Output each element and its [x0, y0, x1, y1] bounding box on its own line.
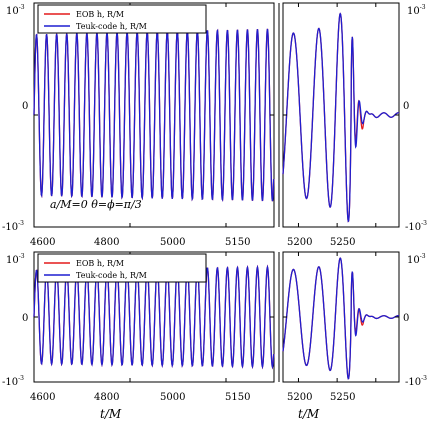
top-legend-box	[37, 4, 207, 34]
top-ytick-left-max: 10-3	[6, 4, 25, 17]
bottom-ytick-left-min: -10-3	[2, 375, 24, 388]
bottom-xlabel-left: t/M	[100, 407, 122, 421]
bottom-series-group	[33, 257, 400, 380]
bottom-ytick-right-max: 10-3	[407, 253, 426, 266]
top-xtick-4800: 4800	[94, 237, 119, 248]
top-series-group	[33, 12, 400, 223]
bottom-xtick-4600: 4600	[30, 392, 55, 403]
bottom-legend-label-eob: EOB h, R/M	[76, 259, 124, 268]
top-ytick-right-min: -10-3	[405, 220, 427, 233]
top-xtick-5200: 5200	[287, 237, 312, 248]
bottom-legend-box	[37, 253, 207, 283]
top-panel: EOB h, R/M Teuk-code h, R/M a/M=0 θ=ϕ=π/…	[2, 2, 427, 248]
top-legend-label-teuk: Teuk-code h, R/M	[76, 22, 147, 31]
top-annotation: a/M=0 θ=ϕ=π/3	[50, 198, 142, 211]
bottom-xtick-5200: 5200	[287, 392, 312, 403]
bottom-xtick-4800: 4800	[94, 392, 119, 403]
top-series-left-teuk	[33, 28, 275, 202]
top-xtick-5150: 5150	[225, 237, 250, 248]
top-legend-label-eob: EOB h, R/M	[76, 10, 124, 19]
bottom-legend-label-teuk: Teuk-code h, R/M	[76, 271, 147, 280]
top-xtick-4600: 4600	[30, 237, 55, 248]
bottom-panel: EOB h, R/M Teuk-code h, R/M 10-3 0 -10-3…	[2, 251, 427, 421]
top-series-right-teuk	[282, 12, 400, 223]
top-xtick-5250: 5250	[330, 237, 355, 248]
bottom-ticks-group	[33, 252, 399, 382]
bottom-xtick-5250: 5250	[330, 392, 355, 403]
bottom-xlabel-right: t/M	[298, 407, 320, 421]
bottom-ytick-right-min: -10-3	[405, 375, 427, 388]
top-legend: EOB h, R/M Teuk-code h, R/M	[37, 4, 207, 34]
top-ytick-left-zero: 0	[22, 101, 28, 112]
bottom-ytick-right-zero: 0	[403, 313, 409, 324]
top-ytick-left-min: -10-3	[2, 220, 24, 233]
top-ytick-right-zero: 0	[403, 101, 409, 112]
bottom-series-right-teuk	[282, 257, 400, 380]
top-xtick-5000: 5000	[160, 237, 185, 248]
bottom-ytick-left-zero: 0	[22, 313, 28, 324]
bottom-series-left-teuk	[33, 264, 275, 370]
bottom-ytick-left-max: 10-3	[6, 253, 25, 266]
bottom-xtick-5000: 5000	[160, 392, 185, 403]
top-ticks-group	[33, 3, 399, 227]
bottom-legend: EOB h, R/M Teuk-code h, R/M	[37, 253, 207, 283]
bottom-xtick-5150: 5150	[225, 392, 250, 403]
top-ytick-right-max: 10-3	[407, 4, 426, 17]
